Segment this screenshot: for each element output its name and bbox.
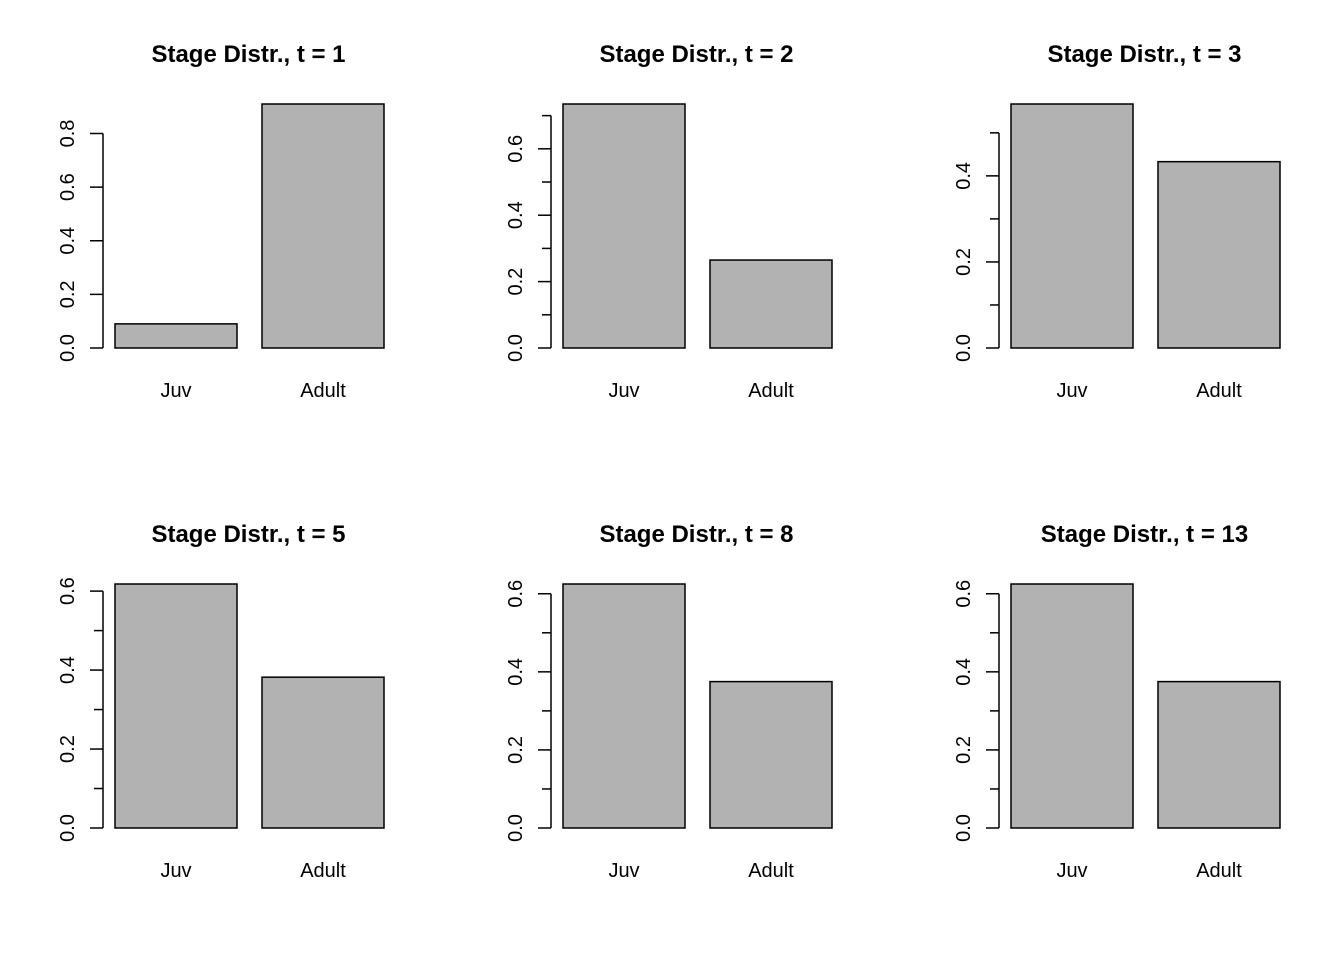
y-tick-label: 0.6 (953, 580, 975, 608)
category-label-juv: Juv (160, 380, 191, 402)
category-label-juv: Juv (608, 860, 639, 882)
bar-juv (1010, 583, 1134, 829)
category-label-adult: Adult (1196, 380, 1242, 402)
category-label-juv: Juv (160, 860, 191, 882)
y-tick-label: 0.4 (505, 658, 527, 686)
y-tick-label: 0.2 (57, 280, 79, 308)
category-label-adult: Adult (748, 380, 794, 402)
chart-panel-3: Stage Distr., t = 3 Juv Adult 0.0 0.2 0.4 (953, 41, 1281, 402)
y-tick-label: 0.2 (953, 248, 975, 276)
y-tick-label: 0.4 (57, 227, 79, 255)
y-tick-label: 0.0 (57, 814, 79, 842)
bar-juv (562, 583, 686, 829)
chart-panel-5: Stage Distr., t = 8 Juv Adult 0.0 0.2 0.4 0.6 (505, 521, 833, 882)
category-label-juv: Juv (608, 380, 639, 402)
y-tick-label: 0.2 (505, 736, 527, 764)
bar-juv (1010, 103, 1134, 349)
y-tick-label: 0.2 (505, 268, 527, 296)
category-label-juv: Juv (1056, 380, 1087, 402)
y-tick-label: 0.2 (57, 735, 79, 763)
y-tick-label: 0.8 (57, 120, 79, 148)
y-tick-label: 0.4 (505, 201, 527, 229)
category-label-adult: Adult (300, 380, 346, 402)
bar-juv (114, 323, 238, 349)
chart-panel-6: Stage Distr., t = 13 Juv Adult 0.0 0.2 0.4 0.6 (953, 521, 1281, 882)
chart-title: Stage Distr., t = 13 (1041, 521, 1248, 548)
bar-adult (261, 676, 385, 829)
bar-adult (261, 103, 385, 349)
y-tick-label: 0.4 (953, 658, 975, 686)
y-tick-label: 0.6 (505, 135, 527, 163)
category-label-adult: Adult (748, 860, 794, 882)
bar-juv (114, 583, 238, 829)
category-label-juv: Juv (1056, 860, 1087, 882)
bar-adult (1157, 680, 1281, 829)
y-tick-label: 0.0 (953, 334, 975, 362)
y-tick-label: 0.0 (953, 814, 975, 842)
y-tick-label: 0.6 (57, 577, 79, 605)
y-tick-label: 0.4 (57, 656, 79, 684)
chart-title: Stage Distr., t = 1 (151, 41, 345, 68)
category-label-adult: Adult (300, 860, 346, 882)
y-tick-label: 0.2 (953, 736, 975, 764)
y-tick-label: 0.4 (953, 162, 975, 190)
y-tick-label: 0.0 (505, 814, 527, 842)
chart-title: Stage Distr., t = 8 (599, 521, 793, 548)
y-tick-label: 0.6 (505, 580, 527, 608)
category-label-adult: Adult (1196, 860, 1242, 882)
chart-title: Stage Distr., t = 3 (1047, 41, 1241, 68)
chart-panel-4: Stage Distr., t = 5 Juv Adult 0.0 0.2 0.4 0.6 (57, 521, 385, 882)
bar-adult (709, 259, 833, 349)
y-tick-label: 0.0 (505, 334, 527, 362)
chart-panel-1: Stage Distr., t = 1 Juv Adult 0.0 0.2 0.4 0.6 0… (57, 41, 385, 402)
chart-title: Stage Distr., t = 5 (151, 521, 345, 548)
y-tick-label: 0.6 (57, 173, 79, 201)
bar-juv (562, 103, 686, 349)
chart-panel-2: Stage Distr., t = 2 Juv Adult 0.0 0.2 0.4 0.6 (505, 41, 833, 402)
bar-adult (709, 680, 833, 829)
bar-adult (1157, 160, 1281, 349)
y-tick-label: 0.0 (57, 334, 79, 362)
chart-title: Stage Distr., t = 2 (599, 41, 793, 68)
